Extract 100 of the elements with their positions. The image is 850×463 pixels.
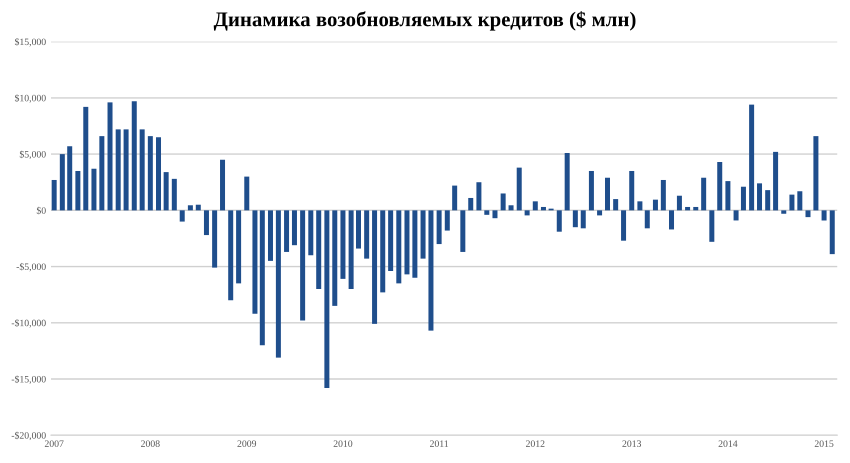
- bar: [332, 210, 338, 306]
- bar: [140, 129, 145, 210]
- bar: [460, 210, 466, 252]
- bar: [532, 201, 538, 210]
- bar: [396, 210, 402, 284]
- y-tick-label: $5,000: [20, 150, 46, 159]
- x-tick-label: 2010: [334, 440, 352, 447]
- x-tick-label: 2011: [430, 440, 448, 447]
- bar: [740, 186, 746, 210]
- bar: [540, 206, 546, 210]
- bar: [701, 178, 706, 210]
- x-tick-label: 2013: [622, 440, 642, 447]
- bar: [276, 210, 281, 358]
- y-tick-label: $10,000: [14, 94, 46, 103]
- bar: [212, 210, 218, 268]
- bar: [676, 196, 682, 210]
- bar: [500, 193, 506, 210]
- bar: [356, 210, 361, 249]
- bar: [789, 194, 794, 210]
- y-tick-label: $15,000: [14, 38, 46, 47]
- bar: [228, 210, 234, 300]
- bar: [709, 210, 714, 242]
- y-tick-label: -$10,000: [12, 319, 46, 328]
- bar: [452, 186, 458, 210]
- bar: [252, 210, 258, 314]
- bar: [556, 210, 562, 232]
- bar: [420, 210, 426, 259]
- chart-title: Динамика возобновляемых кредитов ($ млн): [214, 11, 636, 31]
- bar: [717, 162, 722, 210]
- bar: [340, 210, 346, 279]
- bar: [292, 210, 297, 246]
- bar: [484, 210, 490, 215]
- bar: [757, 183, 762, 210]
- bar: [693, 206, 698, 210]
- x-tick-label: 2007: [44, 440, 64, 447]
- bar: [91, 168, 96, 210]
- bar: [236, 210, 242, 284]
- bar: [604, 178, 610, 210]
- bar: [60, 154, 65, 210]
- bar: [725, 181, 730, 210]
- bar: [813, 136, 818, 210]
- bar: [404, 210, 410, 274]
- y-tick-label: $0: [36, 206, 46, 214]
- bar: [99, 136, 104, 210]
- bar: [220, 160, 226, 210]
- bar: [156, 137, 162, 210]
- bar: [773, 152, 778, 210]
- bar: [564, 152, 570, 210]
- bar: [172, 178, 177, 210]
- bar: [83, 106, 88, 210]
- bar: [388, 210, 394, 272]
- y-tick-label: -$5,000: [16, 262, 46, 272]
- bar: [75, 170, 80, 210]
- bar: [629, 170, 634, 210]
- bar: [572, 210, 578, 228]
- bar: [132, 101, 137, 210]
- bar: [588, 170, 594, 210]
- bar: [468, 198, 474, 210]
- bar: [324, 210, 330, 388]
- bar: [476, 182, 482, 210]
- y-tick-label: -$20,000: [12, 432, 46, 440]
- bar: [822, 210, 827, 220]
- x-tick-label: 2014: [718, 440, 738, 447]
- bar: [806, 210, 811, 218]
- bar: [300, 210, 306, 321]
- bar: [148, 136, 153, 210]
- bar: [830, 210, 835, 254]
- bar: [734, 210, 739, 220]
- bar: [621, 210, 626, 241]
- x-tick-label: 2008: [141, 440, 160, 447]
- bar: [348, 210, 354, 290]
- bar: [637, 201, 642, 210]
- y-tick-label: -$15,000: [12, 375, 46, 384]
- bar: [660, 180, 666, 210]
- bar: [124, 129, 129, 210]
- bar: [204, 210, 209, 236]
- bar: [444, 210, 450, 231]
- bar: [116, 129, 121, 210]
- bar: [284, 210, 290, 252]
- bar: [516, 168, 522, 210]
- bar: [196, 204, 201, 210]
- bar: [188, 205, 193, 210]
- bar: [308, 210, 314, 256]
- bar: [52, 180, 57, 210]
- bar: [260, 210, 265, 346]
- x-tick-label: 2015: [814, 440, 834, 447]
- bar: [364, 210, 370, 259]
- bar: [436, 210, 442, 244]
- bar: [108, 102, 113, 210]
- bar: [765, 190, 770, 210]
- x-tick-label: 2012: [526, 440, 544, 447]
- bar: [164, 172, 169, 210]
- bar: [372, 210, 378, 324]
- bar: [597, 210, 602, 216]
- bar: [669, 210, 674, 230]
- bar: [613, 199, 618, 210]
- bar: [268, 210, 273, 261]
- bar: [180, 210, 185, 222]
- bar: [492, 210, 498, 218]
- bar: [652, 200, 658, 210]
